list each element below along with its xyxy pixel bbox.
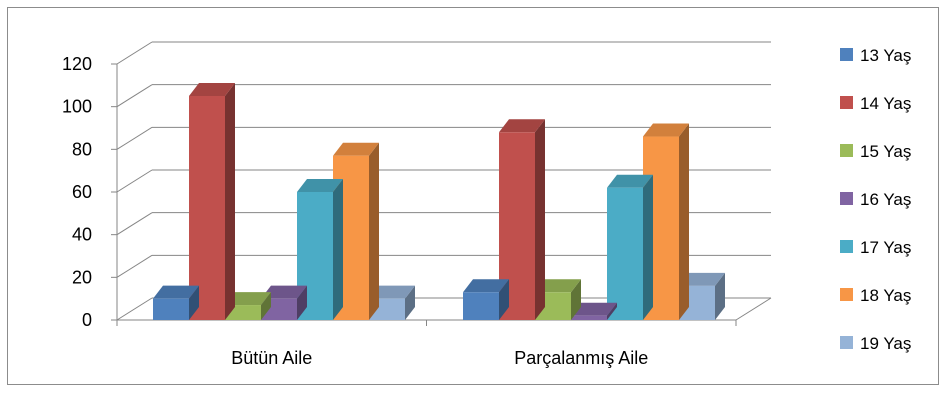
bar-top <box>333 142 379 156</box>
bar-top <box>607 174 653 188</box>
legend-label: 13 Yaş <box>860 46 911 65</box>
bar-top <box>189 83 235 96</box>
y-tick-label: 80 <box>72 139 92 159</box>
bar-side <box>643 174 653 320</box>
legend-label: 18 Yaş <box>860 286 911 305</box>
x-category-label: Parçalanmış Aile <box>514 348 648 368</box>
bar-top <box>153 285 199 299</box>
gridline-depth <box>116 84 153 108</box>
bar-side <box>369 142 379 320</box>
gridline-depth <box>116 169 153 193</box>
bar-side <box>297 285 307 320</box>
legend-swatch <box>840 48 853 61</box>
y-tick-label: 120 <box>62 54 92 74</box>
legend-swatch <box>840 336 853 349</box>
y-tick-label: 100 <box>62 97 92 117</box>
bar-top <box>261 285 307 299</box>
bar-side <box>499 279 509 320</box>
bars <box>153 83 725 321</box>
y-tick-label: 0 <box>82 310 92 330</box>
bar <box>189 83 235 320</box>
y-tick-label: 40 <box>72 225 92 245</box>
bar-side <box>715 272 725 320</box>
y-tick-label: 20 <box>72 267 92 287</box>
bar-top <box>463 279 509 293</box>
bar <box>153 285 199 320</box>
gridline-depth <box>116 297 153 321</box>
bar <box>607 174 653 320</box>
legend-swatch <box>840 240 853 253</box>
bar-top <box>369 285 415 299</box>
bar <box>571 302 617 320</box>
bar-side <box>405 285 415 320</box>
bar-top <box>499 119 545 133</box>
bar-top <box>535 279 581 293</box>
y-tick-label: 60 <box>72 182 92 202</box>
bar-side <box>189 285 199 320</box>
bar-top <box>571 302 617 316</box>
x-category-label: Bütün Aile <box>231 348 312 368</box>
legend-swatch <box>840 96 853 109</box>
legend-label: 15 Yaş <box>860 142 911 161</box>
gridline-depth <box>116 126 153 150</box>
bar-front <box>571 315 607 320</box>
floor-right-edge <box>735 297 772 321</box>
bar-top <box>297 179 343 192</box>
gridline-depth <box>116 41 153 65</box>
bar <box>463 279 509 320</box>
bar-front <box>463 292 499 320</box>
bar-front <box>225 305 261 320</box>
bar-top <box>643 123 689 137</box>
bar-front <box>153 298 189 320</box>
legend-swatch <box>840 144 853 157</box>
gridline-depth <box>116 254 153 278</box>
bar-top <box>679 272 725 286</box>
legend-label: 16 Yaş <box>860 190 911 209</box>
bar-front <box>189 96 225 320</box>
bar-top <box>225 292 271 306</box>
bar-side <box>679 123 689 321</box>
bar-side <box>535 119 545 321</box>
bar-side <box>607 302 617 320</box>
legend-label: 19 Yaş <box>860 334 911 353</box>
legend-label: 17 Yaş <box>860 238 911 257</box>
legend-label: 14 Yaş <box>860 94 911 113</box>
bar-front <box>607 187 643 320</box>
bar-side <box>333 179 343 320</box>
legend: 13 Yaş 14 Yaş 15 Yaş 16 Yaş 17 Yaş 18 Yaş 19 Y… <box>840 46 911 353</box>
bar <box>225 292 271 320</box>
chart-frame <box>7 7 939 385</box>
bar-side <box>225 83 235 320</box>
bar-side <box>571 279 581 320</box>
legend-swatch <box>840 288 853 301</box>
gridline-depth <box>116 212 153 236</box>
bar-side <box>261 292 271 320</box>
legend-swatch <box>840 192 853 205</box>
